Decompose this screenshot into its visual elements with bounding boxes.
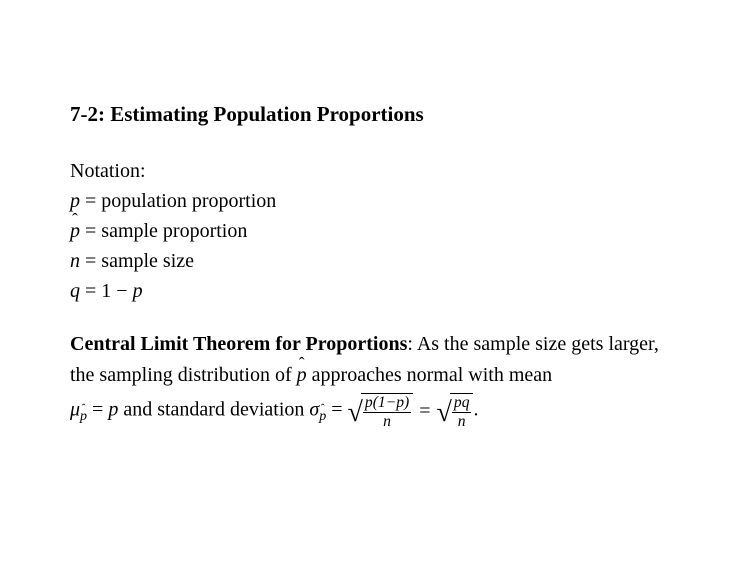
- equals-sign: =: [331, 399, 347, 421]
- equals-sign: =: [92, 399, 108, 421]
- equals-sign: =: [85, 190, 101, 212]
- clt-text: and standard deviation: [123, 399, 309, 421]
- section-title: 7-2: Estimating Population Proportions: [70, 100, 686, 129]
- hat-icon: ˆ: [299, 351, 305, 377]
- sigma-symbol: σ: [309, 399, 319, 421]
- equals-sign: =: [85, 280, 101, 302]
- clt-heading: Central Limit Theorem for Proportions: [70, 333, 407, 355]
- notation-line: q = 1 − p: [70, 277, 686, 305]
- clt-paragraph: Central Limit Theorem for Proportions: A…: [70, 329, 686, 429]
- subscript-phat: ˆp: [80, 409, 87, 424]
- notation-line: n = sample size: [70, 247, 686, 275]
- symbol-p-hat: ˆ p: [70, 217, 80, 245]
- notation-heading: Notation:: [70, 157, 686, 185]
- definition-text: population proportion: [101, 190, 276, 212]
- document-page: 7-2: Estimating Population Proportions N…: [0, 0, 756, 430]
- fraction: p(1−p) n: [363, 395, 411, 429]
- notation-block: Notation: p = population proportion ˆ p …: [70, 157, 686, 305]
- equals-sign: =: [419, 396, 430, 427]
- symbol-p: p: [108, 399, 118, 421]
- fraction: pq n: [452, 395, 472, 429]
- period: .: [473, 399, 478, 421]
- notation-line: ˆ p = sample proportion: [70, 217, 686, 245]
- sd-expression: √ p(1−p) n = √ pq n: [348, 393, 474, 429]
- hat-icon: ˆ: [72, 208, 78, 232]
- mu-symbol: μ: [70, 399, 80, 421]
- subscript-phat: ˆp: [319, 409, 326, 424]
- sqrt-expr-2: √ pq n: [437, 393, 474, 429]
- symbol-p-hat: ˆp: [297, 360, 307, 391]
- notation-line: p = population proportion: [70, 187, 686, 215]
- sqrt-expr-1: √ p(1−p) n: [348, 393, 414, 429]
- definition-text: sample size: [101, 250, 194, 272]
- equals-sign: =: [85, 220, 101, 242]
- clt-equation-line: μˆp = p and standard deviation σˆp = √ p…: [70, 393, 686, 429]
- hat-icon: ˆ: [82, 399, 86, 417]
- definition-text: sample proportion: [101, 220, 247, 242]
- clt-text: approaches normal with mean: [307, 364, 552, 386]
- hat-icon: ˆ: [321, 399, 325, 417]
- definition-math: 1 − p: [101, 280, 142, 302]
- symbol-q: q: [70, 280, 80, 302]
- equals-sign: =: [85, 250, 101, 272]
- symbol-n: n: [70, 250, 80, 272]
